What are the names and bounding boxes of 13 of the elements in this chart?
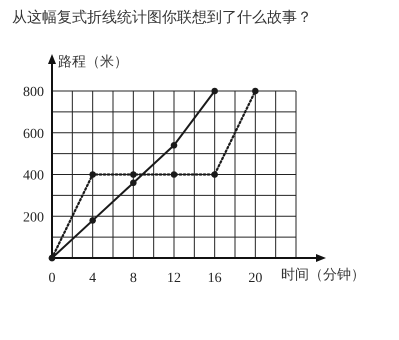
x-tick-label: 20 [248,271,262,286]
y-tick-label: 400 [23,168,44,184]
y-tick-label: 600 [23,126,44,142]
y-tick-label: 800 [23,85,44,100]
chart-title: 从这幅复式折线统计图你联想到了什么故事？ [12,9,312,26]
x-tick-label: 4 [89,271,96,286]
x-tick-label: 8 [130,271,137,286]
y-tick-label: 200 [23,210,44,226]
x-tick-label: 12 [167,271,181,286]
x-tick-label: 0 [48,271,56,286]
x-tick-label: 16 [208,271,222,286]
x-axis-title: 时间（分钟） [281,267,365,283]
y-axis-title: 路程（米） [58,54,128,70]
